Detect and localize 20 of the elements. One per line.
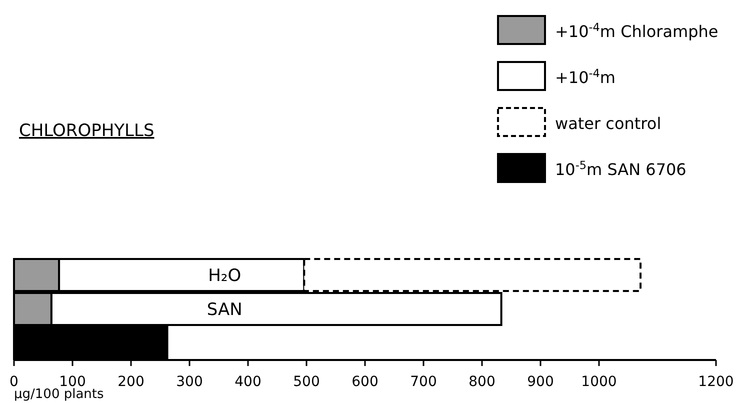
y-tick-label: SAN: [206, 300, 242, 320]
x-tick-label: 300: [176, 374, 203, 390]
x-tick-label: 600: [352, 374, 378, 390]
chart-title: CHLOROPHYLLS: [19, 121, 154, 141]
x-tick-label: 200: [118, 374, 144, 390]
x-axis-title: µg/100 plants: [14, 387, 104, 402]
x-tick-label: 100: [59, 374, 86, 390]
x-tick-label: 800: [468, 374, 496, 390]
legend-label: +10$^{-4}$m: [555, 66, 616, 87]
x-tick-label: 0: [10, 374, 18, 390]
x-tick-label: 1000: [581, 374, 617, 390]
x-tick-label: 700: [410, 374, 437, 390]
x-tick-label: 400: [234, 374, 262, 390]
legend-label: +10$^{-4}$m Chloramphe: [555, 20, 718, 41]
y-tick-label: H₂O: [208, 266, 242, 286]
x-tick-label: 900: [527, 374, 554, 390]
legend-label: water control: [555, 114, 662, 133]
x-tick-label: 1200: [698, 374, 734, 390]
legend-label: 10$^{-5}$m SAN 6706: [555, 158, 686, 179]
x-tick-label: 500: [293, 374, 320, 390]
